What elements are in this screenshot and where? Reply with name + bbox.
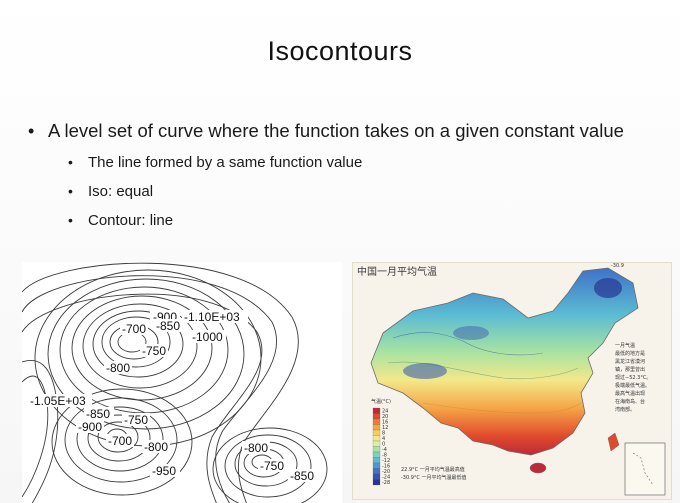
legend-tick-label: 0 xyxy=(382,442,385,448)
contour-label: -900 xyxy=(78,420,102,434)
legend-tick-label: 4 xyxy=(382,436,385,442)
legend-swatch xyxy=(372,407,381,414)
legend-tick-label: -12 xyxy=(382,458,390,464)
bullet-text: A level set of curve where the function … xyxy=(48,120,624,141)
contour-label: -700 xyxy=(108,434,132,448)
legend-tick-label: -4 xyxy=(382,447,387,453)
sub-bullet-list: The line formed by a same function value… xyxy=(48,148,624,235)
legend-swatch xyxy=(372,473,381,480)
sub-bullet-item: Iso: equal xyxy=(48,177,624,206)
legend-swatch xyxy=(372,451,381,458)
sub-bullet-item: The line formed by a same function value xyxy=(48,148,624,177)
map-side-line: 在海南岛、台 xyxy=(615,398,645,405)
map-note: 22.9°C 一月平均气温最高值 xyxy=(401,466,465,473)
temperature-map-svg: 中国一月平均气温 -30.9 xyxy=(357,263,666,496)
map-side-line: 现过−52.3°C。 xyxy=(615,374,651,381)
legend-swatch xyxy=(372,446,381,453)
contour-label: -750 xyxy=(260,459,284,473)
contour-label: -800 xyxy=(244,441,268,455)
legend-tick-label: -20 xyxy=(382,469,390,475)
legend-swatch xyxy=(372,435,381,442)
slide-title: Isocontours xyxy=(267,36,413,66)
legend-tick-label: -8 xyxy=(382,453,387,459)
map-side-line: 极端最低气温。 xyxy=(615,382,650,389)
map-title: 中国一月平均气温 xyxy=(357,265,437,278)
contour-label: -800 xyxy=(106,361,130,375)
contour-label: -700 xyxy=(122,322,146,336)
contour-label: -750 xyxy=(124,413,148,427)
china-outline xyxy=(370,267,639,474)
bullet-list: A level set of curve where the function … xyxy=(28,118,624,235)
legend-tick-label: 24 xyxy=(382,409,388,415)
legend-tick-label: -16 xyxy=(382,464,390,470)
map-side-line: 黑龙江省漠河 xyxy=(615,358,645,365)
contour-label: -1000 xyxy=(192,330,223,344)
map-notes: 22.9°C 一月平均气温最高值 -30.9°C 一月平均气温最低值 xyxy=(401,466,467,481)
contour-label: -800 xyxy=(144,440,168,454)
map-note: -30.9°C 一月平均气温最低值 xyxy=(401,474,467,481)
legend-tick-label: 12 xyxy=(382,425,388,431)
contour-labels: -900 -1.10E+03 -700 -850 -1000 -750 -800… xyxy=(28,310,318,483)
contour-label: -950 xyxy=(152,464,176,478)
contour-plot-image: -900 -1.10E+03 -700 -850 -1000 -750 -800… xyxy=(22,262,342,503)
legend-tick-label: 20 xyxy=(382,414,388,420)
contour-label: -850 xyxy=(290,469,314,483)
legend-swatch xyxy=(372,462,381,469)
map-side-line: 一月气温 xyxy=(615,342,635,349)
legend-tick-label: -28 xyxy=(382,480,390,486)
contour-label: -1.10E+03 xyxy=(184,310,240,324)
legend-title: 气温(°C) xyxy=(371,398,391,405)
map-side-line: 湾南部。 xyxy=(615,406,635,413)
legend-swatch xyxy=(372,457,381,464)
temperature-map-image: 中国一月平均气温 -30.9 xyxy=(352,262,672,500)
contour-label: -850 xyxy=(86,407,110,421)
contour-label: -1.05E+03 xyxy=(30,394,86,408)
legend-swatch xyxy=(372,413,381,420)
legend-swatch xyxy=(372,468,381,475)
map-corner-value: -30.9 xyxy=(611,263,624,269)
legend-swatch xyxy=(372,424,381,431)
legend-tick-label: 16 xyxy=(382,420,388,426)
bullet-item: A level set of curve where the function … xyxy=(28,118,624,235)
map-side-text: 一月气温最低的地方是黑龙江省漠河镇，那里曾出现过−52.3°C。极端最低气温。最… xyxy=(615,342,651,413)
contour-label: -750 xyxy=(142,344,166,358)
map-side-line: 最低的地方是 xyxy=(615,350,645,357)
legend-swatch xyxy=(372,479,381,486)
legend-swatch xyxy=(372,429,381,436)
sub-bullet-item: Contour: line xyxy=(48,206,624,235)
map-side-line: 最高气温出现 xyxy=(615,390,645,397)
legend-swatch xyxy=(372,418,381,425)
contour-plot-svg: -900 -1.10E+03 -700 -850 -1000 -750 -800… xyxy=(22,262,328,503)
contour-label: -850 xyxy=(156,319,180,333)
map-side-line: 镇，那里曾出 xyxy=(615,366,645,373)
legend-tick-label: -24 xyxy=(382,475,390,481)
legend-swatch xyxy=(372,440,381,447)
map-inset xyxy=(624,442,666,496)
legend-tick-label: 8 xyxy=(382,431,385,437)
